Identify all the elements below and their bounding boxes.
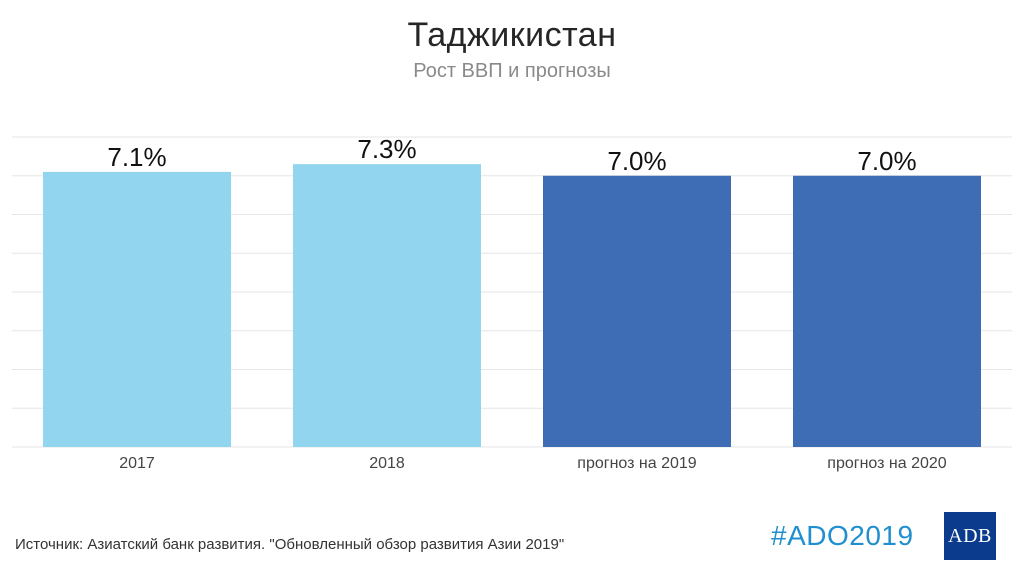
value-labels: 7.1% 7.3% 7.0% 7.0% <box>107 134 916 176</box>
adb-logo: ADB <box>944 512 996 560</box>
bar-3 <box>793 175 981 447</box>
bars <box>43 164 981 447</box>
bar-1 <box>293 164 481 447</box>
hashtag-link[interactable]: #ADO2019 <box>771 520 914 551</box>
x-tick-label-0: 2017 <box>119 455 155 472</box>
value-label-0: 7.1% <box>107 142 166 172</box>
x-tick-label-2: прогноз на 2019 <box>577 455 697 472</box>
x-tick-label-1: 2018 <box>369 455 405 472</box>
value-label-3: 7.0% <box>857 146 916 176</box>
value-label-2: 7.0% <box>607 146 666 176</box>
bar-2 <box>543 175 731 447</box>
chart-subtitle: Рост ВВП и прогнозы <box>413 60 611 82</box>
chart-title: Таджикистан <box>407 16 617 54</box>
value-label-1: 7.3% <box>357 134 416 164</box>
bar-0 <box>43 171 231 447</box>
source-note: Источник: Азиатский банк развития. "Обно… <box>15 536 565 553</box>
x-tick-label-3: прогноз на 2020 <box>827 455 947 472</box>
x-tick-labels: 2017 2018 прогноз на 2019 прогноз на 2020 <box>119 455 947 472</box>
